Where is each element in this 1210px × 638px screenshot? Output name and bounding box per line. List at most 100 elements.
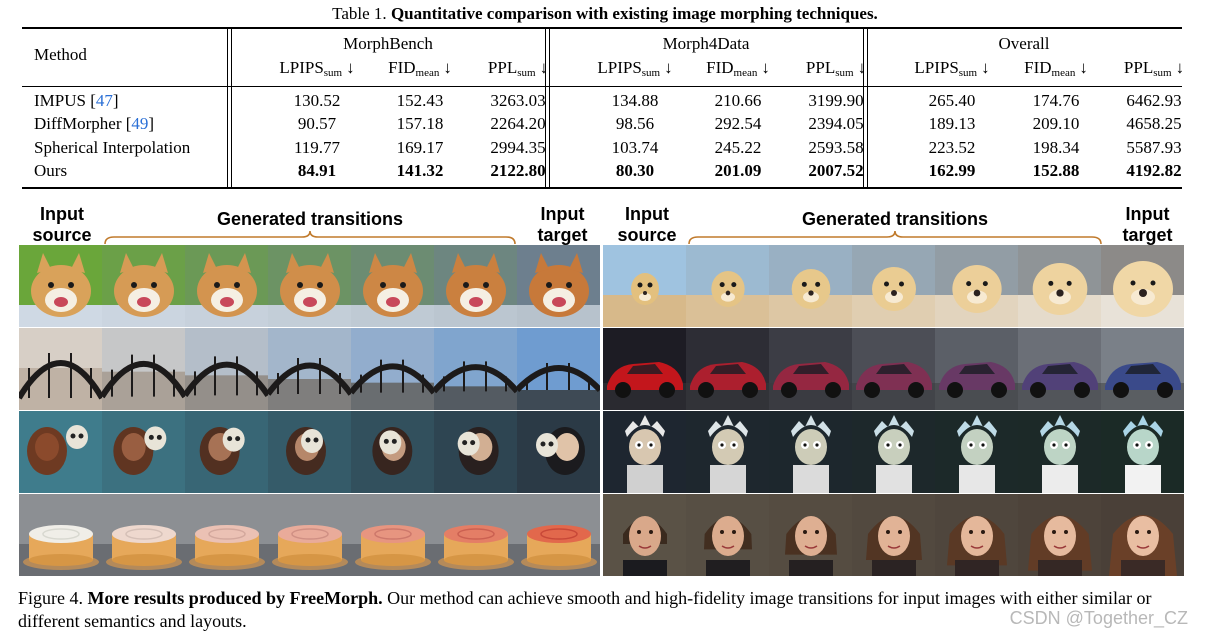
down-arrow-icon: ↓ [664,58,673,77]
table-value: 5587.93 [1126,138,1182,157]
table-vrule [227,27,228,189]
cake-image [102,494,185,576]
bridge-staircase-image [351,328,434,410]
group-header: Morph4Data [662,34,750,53]
right-portrait-man-woman-frame-6 [1018,494,1101,576]
left-skull-man-frame-2 [102,411,185,493]
input-target-label: Input target [537,204,588,245]
left-cake-frame-3 [185,494,268,576]
cartoon-scientist-image [852,411,935,493]
bridge-staircase-image [268,328,351,410]
left-skull-man-frame-5 [351,411,434,493]
table-value: 103.74 [611,138,659,157]
cartoon-scientist-image [935,411,1018,493]
left-bridge-staircase-frame-1 [19,328,102,410]
table-value: 157.18 [396,114,444,133]
method-name: IMPUS [47] [34,91,224,111]
sports-car-image [769,328,852,410]
metric-header: LPIPSsum ↓ [897,58,1007,79]
table-value: 134.88 [611,91,659,110]
table-value: 265.40 [928,91,976,110]
generated-transitions-label: Generated transitions [801,209,989,229]
table-value: 3199.90 [808,91,864,110]
sports-car-image [935,328,1018,410]
skull-man-image [517,411,600,493]
ref-bracket: ] [148,114,155,133]
table-value: 174.76 [1032,91,1080,110]
portrait-man-woman-image [603,494,686,576]
table-value: 6462.93 [1126,91,1182,110]
metric-subscript: sum [641,67,661,79]
curly-brace-icon [104,230,516,245]
figure-caption-title: More results produced by FreeMorph. [87,588,383,608]
metric-name: PPL [1123,58,1154,77]
left-cake-frame-1 [19,494,102,576]
golden-puppy-image [1018,245,1101,327]
bridge-staircase-image [517,328,600,410]
table-value: 98.56 [615,114,655,133]
method-label: DiffMorpher [34,114,122,133]
portrait-man-woman-image [1101,494,1184,576]
curly-brace-icon [688,230,1102,245]
left-cake-frame-5 [351,494,434,576]
metric-name: PPL [487,58,518,77]
table-value: 210.66 [714,91,762,110]
right-portrait-man-woman-frame-1 [603,494,686,576]
cake-image [185,494,268,576]
down-arrow-icon: ↓ [1175,58,1185,77]
left-skull-man-frame-3 [185,411,268,493]
citation-link[interactable]: 47 [95,91,113,110]
figure-caption: Figure 4. More results produced by FreeM… [18,587,1198,633]
table-value: 130.52 [293,91,341,110]
input-source-label: Input source [32,204,92,245]
table-value: 84.91 [297,161,337,180]
right-portrait-man-woman-frame-3 [769,494,852,576]
table-value: 201.09 [714,161,762,180]
shiba-dog-image [19,245,102,327]
metric-name: LPIPS [279,58,324,77]
method-label: IMPUS [34,91,86,110]
left-cake-frame-2 [102,494,185,576]
left-cake-frame-6 [434,494,517,576]
table-value: 198.34 [1032,138,1080,157]
left-shiba-dog-frame-5 [351,245,434,327]
metric-name: PPL [805,58,836,77]
right-golden-puppy-frame-4 [852,245,935,327]
down-arrow-icon: ↓ [857,58,867,77]
shiba-dog-image [517,245,600,327]
left-cake-frame-4 [268,494,351,576]
left-bridge-staircase-frame-7 [517,328,600,410]
metric-subscript: sum [835,67,854,79]
table-value: 292.54 [714,114,762,133]
right-cartoon-scientist-frame-6 [1018,411,1101,493]
right-golden-puppy-frame-7 [1101,245,1184,327]
generated-transitions-label: Generated transitions [216,209,404,229]
table-value: 2264.20 [490,114,546,133]
skull-man-image [351,411,434,493]
right-sports-car-frame-3 [769,328,852,410]
table-vrule [545,27,546,189]
table-value: 2994.35 [490,138,546,157]
sports-car-image [1018,328,1101,410]
shiba-dog-image [268,245,351,327]
left-shiba-dog-frame-6 [434,245,517,327]
portrait-man-woman-image [935,494,1018,576]
cartoon-scientist-image [1018,411,1101,493]
citation-link[interactable]: 49 [131,114,149,133]
cake-image [351,494,434,576]
down-arrow-icon: ↓ [761,58,770,77]
shiba-dog-image [102,245,185,327]
left-bridge-staircase-frame-2 [102,328,185,410]
method-name: Ours [34,161,224,181]
down-arrow-icon: ↓ [981,58,990,77]
right-sports-car-frame-6 [1018,328,1101,410]
method-label: Spherical Interpolation [34,138,191,157]
right-golden-puppy-frame-2 [686,245,769,327]
right-portrait-man-woman-frame-7 [1101,494,1184,576]
method-label: Ours [34,161,68,180]
table-value: 189.13 [928,114,976,133]
golden-puppy-image [686,245,769,327]
table-value: 90.57 [297,114,337,133]
table-value: 152.88 [1032,161,1080,180]
cake-image [19,494,102,576]
